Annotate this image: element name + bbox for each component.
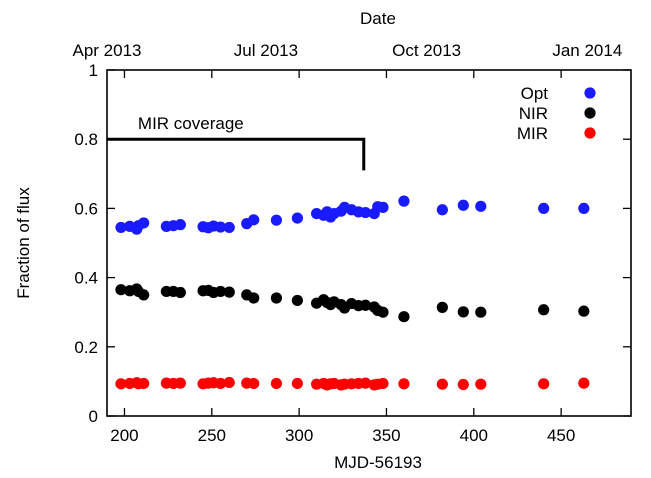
point-opt (214, 221, 227, 233)
y-tick-label: 0.6 (74, 199, 98, 218)
point-mir (475, 378, 487, 390)
point-nir (138, 289, 150, 301)
point-nir (223, 286, 235, 298)
point-opt (359, 206, 372, 219)
point-mir (457, 378, 469, 391)
y-tick-label: 1 (89, 61, 98, 80)
point-mir (359, 377, 372, 389)
plot-frame (106, 69, 632, 417)
point-mir (291, 377, 303, 390)
point-nir (377, 306, 389, 318)
y-tick-label: 0.4 (74, 269, 98, 288)
mir-coverage-label: MIR coverage (138, 114, 244, 133)
point-nir (398, 311, 410, 323)
point-mir (174, 377, 186, 389)
top-axis: Apr 2013 Jul 2013 Oct 2013 Jan 2014 (73, 41, 623, 60)
point-nir (291, 294, 303, 307)
y-axis: 0 0.2 0.4 0.6 0.8 1 (74, 61, 631, 426)
legend-label-mir: MIR (517, 124, 548, 143)
top-tick-label: Oct 2013 (392, 41, 461, 60)
x-axis-label: MJD-56193 (334, 453, 422, 472)
point-opt (291, 212, 303, 224)
point-opt (270, 214, 283, 226)
point-nir (578, 305, 590, 317)
x-axis: 200 250 300 350 400 450 (110, 70, 575, 445)
y-axis-label: Fraction of flux (14, 187, 33, 299)
top-axis-title: Date (360, 9, 396, 28)
point-opt (475, 200, 487, 212)
point-mir (377, 377, 389, 390)
x-tick-label: 450 (547, 426, 575, 445)
point-opt (578, 202, 590, 214)
mir-coverage-annotation: MIR coverage (107, 114, 366, 171)
point-mir (115, 378, 127, 390)
point-opt (115, 221, 127, 234)
point-mir (270, 377, 283, 390)
point-nir (174, 286, 186, 299)
legend-marker-nir (584, 107, 596, 119)
top-tick-label: Apr 2013 (73, 41, 142, 60)
data-points (115, 195, 590, 391)
legend-label-opt: Opt (521, 84, 549, 103)
y-tick-label: 0.8 (74, 130, 98, 149)
point-nir (538, 304, 550, 316)
legend-marker-opt (584, 87, 596, 99)
point-opt (538, 202, 550, 214)
point-opt (223, 221, 235, 234)
point-mir (578, 377, 590, 389)
point-opt (248, 214, 260, 226)
point-nir (115, 284, 127, 296)
point-nir (475, 306, 487, 318)
x-tick-label: 400 (460, 426, 488, 445)
point-mir (138, 377, 150, 390)
point-opt (174, 219, 186, 231)
x-tick-label: 350 (372, 426, 400, 445)
point-nir (248, 292, 260, 304)
point-nir (457, 306, 469, 318)
point-opt (457, 199, 469, 211)
point-mir (398, 378, 410, 390)
legend-label-nir: NIR (519, 104, 548, 123)
point-mir (538, 378, 550, 390)
point-opt (138, 217, 150, 229)
point-opt (436, 204, 448, 216)
point-mir (248, 377, 260, 390)
point-nir (436, 301, 448, 313)
legend-marker-mir (584, 127, 596, 139)
point-opt (377, 201, 389, 213)
point-nir (214, 285, 227, 298)
point-mir (223, 376, 235, 389)
mir-coverage-bracket (107, 137, 366, 171)
point-nir (359, 299, 372, 311)
x-tick-label: 300 (285, 426, 313, 445)
point-mir (214, 377, 227, 390)
y-tick-label: 0.2 (74, 338, 98, 357)
point-nir (270, 292, 283, 304)
top-tick-label: Jan 2014 (552, 41, 622, 60)
point-opt (398, 195, 410, 207)
y-tick-label: 0 (89, 407, 98, 426)
top-tick-label: Jul 2013 (234, 41, 298, 60)
x-tick-label: 250 (198, 426, 226, 445)
point-mir (436, 378, 448, 390)
x-tick-label: 200 (110, 426, 138, 445)
